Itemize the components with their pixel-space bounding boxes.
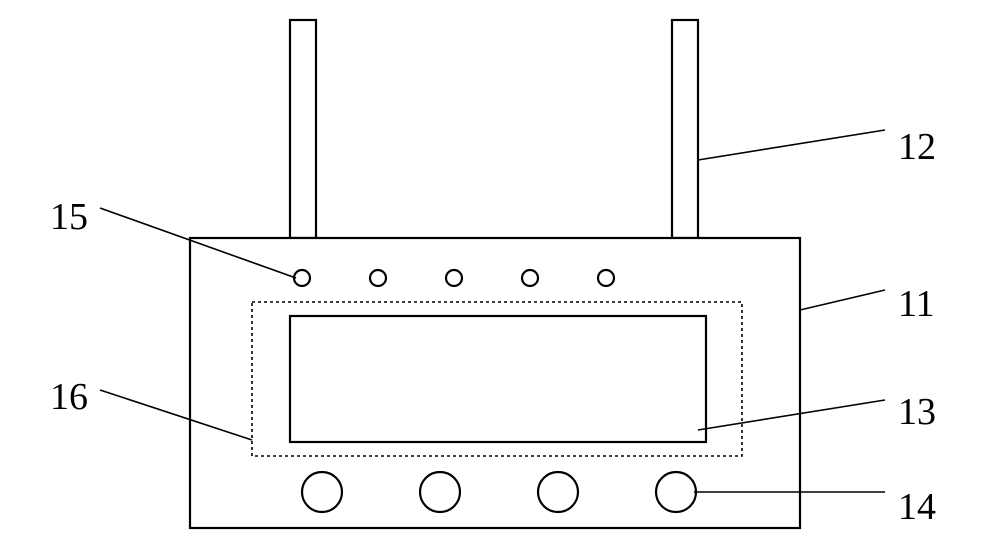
callout-label-12: 12	[898, 125, 936, 169]
callout-label-14: 14	[898, 485, 936, 529]
antenna-1	[672, 20, 698, 238]
device-body	[190, 238, 800, 528]
callout-label-13: 13	[898, 390, 936, 434]
callout-label-15: 15	[50, 195, 88, 239]
antenna-0	[290, 20, 316, 238]
callout-label-11: 11	[898, 282, 935, 326]
device-diagram	[0, 0, 1000, 558]
callout-label-16: 16	[50, 375, 88, 419]
